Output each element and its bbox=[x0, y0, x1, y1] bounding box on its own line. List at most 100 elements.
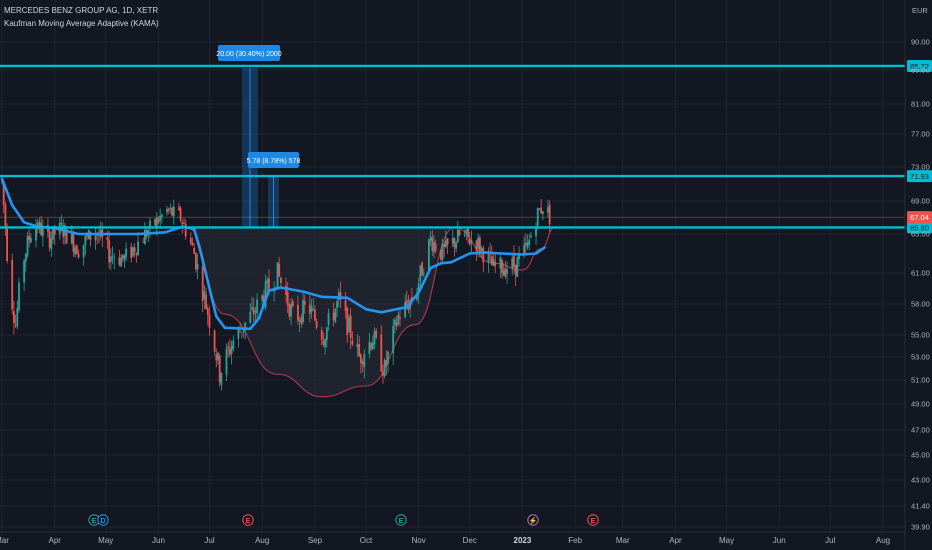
price-axis[interactable]: EUR 90.00 85.00 81.00 77.00 73.00 69.00 65.00 61… bbox=[904, 0, 930, 550]
price-tick-label: 77.00 bbox=[911, 130, 930, 139]
candle-body bbox=[513, 255, 515, 267]
candle-body bbox=[475, 240, 478, 252]
candle-body bbox=[290, 304, 293, 317]
candle-body bbox=[535, 227, 537, 237]
candle-body bbox=[315, 321, 318, 328]
candle-body bbox=[123, 255, 126, 261]
candle-body bbox=[349, 315, 352, 339]
candle-body bbox=[320, 329, 323, 340]
candle-body bbox=[479, 237, 481, 253]
candle-body bbox=[252, 308, 255, 315]
candle-body bbox=[227, 346, 230, 349]
candle-body bbox=[477, 237, 480, 249]
candle-body bbox=[77, 253, 80, 258]
candle-body bbox=[348, 317, 350, 333]
candle-body bbox=[201, 265, 204, 301]
candle-body bbox=[213, 330, 216, 352]
candle-body bbox=[371, 342, 374, 350]
candle-body bbox=[286, 292, 289, 306]
candle-body bbox=[399, 317, 401, 319]
candle-body bbox=[189, 237, 192, 244]
event-marker-circle bbox=[527, 514, 539, 526]
event-markers: E D E E ⚡ E bbox=[88, 514, 599, 526]
candle-body bbox=[251, 307, 253, 309]
measure-tools: 20.00 (30.40%) 2000 5.78 (8.78%) 578 bbox=[216, 45, 300, 227]
cup-outline bbox=[187, 226, 555, 398]
candle-body bbox=[523, 244, 526, 256]
candle-body bbox=[312, 309, 315, 310]
candle-body bbox=[434, 243, 437, 251]
candle-body bbox=[155, 217, 158, 227]
candle-body bbox=[370, 343, 372, 349]
candle-body bbox=[160, 214, 163, 217]
candle-body bbox=[387, 351, 389, 364]
measure-2-label: 5.78 (8.78%) 578 bbox=[247, 158, 301, 165]
candle-body bbox=[339, 291, 342, 300]
last-price-label: 67.04 bbox=[910, 213, 929, 222]
candle-body bbox=[30, 237, 32, 243]
candle-body bbox=[70, 233, 73, 244]
candle-body bbox=[244, 322, 247, 331]
last-price-tag-bg bbox=[907, 211, 932, 224]
candle-body bbox=[125, 248, 128, 258]
candle-body bbox=[268, 278, 270, 290]
candle-body bbox=[453, 238, 456, 248]
candle-body bbox=[327, 313, 330, 326]
candle-body bbox=[492, 258, 495, 266]
candle-body bbox=[254, 311, 257, 312]
candle-body bbox=[143, 229, 146, 245]
candle-body bbox=[514, 264, 517, 276]
candle-body bbox=[249, 311, 252, 323]
event-marker-icon: E bbox=[399, 518, 404, 525]
candle-body bbox=[232, 340, 235, 349]
candle-body bbox=[171, 207, 173, 216]
candle-body bbox=[266, 279, 269, 284]
candle-body bbox=[225, 348, 228, 375]
candle-body bbox=[14, 325, 17, 327]
candle-body bbox=[2, 181, 5, 205]
candle-body bbox=[445, 239, 447, 248]
level-tag-label: 65.80 bbox=[910, 223, 929, 232]
candle-body bbox=[548, 204, 551, 225]
time-tick-label: Oct bbox=[360, 536, 373, 545]
time-tick-label: 2023 bbox=[514, 536, 532, 545]
candle-body bbox=[263, 295, 265, 305]
time-tick-label: Mar bbox=[616, 536, 630, 545]
candle-body bbox=[547, 207, 549, 213]
event-marker-circle bbox=[97, 514, 109, 526]
candle-body bbox=[75, 245, 78, 255]
candle-body bbox=[40, 222, 43, 235]
candle-body bbox=[60, 222, 63, 225]
candle-body bbox=[142, 241, 145, 243]
candle-body bbox=[393, 319, 396, 325]
time-tick-label: Mar bbox=[0, 536, 9, 545]
candle-body bbox=[536, 207, 539, 226]
price-tick-label: 90.00 bbox=[911, 38, 930, 47]
candle-body bbox=[239, 331, 242, 332]
candle-body bbox=[297, 304, 299, 321]
event-marker-circle bbox=[587, 514, 599, 526]
candle-body bbox=[303, 301, 306, 305]
price-tick-label: 58.00 bbox=[911, 300, 930, 309]
candle-body bbox=[53, 225, 56, 235]
candle-body bbox=[220, 373, 223, 385]
time-axis[interactable]: Mar Apr May Jun Jul Aug Sep Oct Nov Dec 2023 Feb Mar… bbox=[0, 531, 905, 545]
candle-body bbox=[380, 334, 383, 372]
price-tick-label: 41.40 bbox=[911, 502, 930, 511]
candle-body bbox=[487, 253, 490, 263]
candle-body bbox=[336, 301, 338, 309]
time-tick-label: Dec bbox=[463, 536, 477, 545]
level-tag-label: 85.72 bbox=[910, 62, 929, 71]
indicator-label: Kaufman Moving Average Adaptive (KAMA) bbox=[4, 19, 159, 28]
candle-body bbox=[359, 354, 362, 364]
candle-body bbox=[242, 329, 245, 332]
time-tick-label: Apr bbox=[48, 536, 61, 545]
price-tick-label: 61.00 bbox=[911, 269, 930, 278]
candle-body bbox=[50, 238, 53, 250]
candle-body bbox=[433, 242, 435, 253]
time-tick-label: May bbox=[98, 536, 113, 545]
candle-body bbox=[72, 233, 75, 252]
candle-body bbox=[443, 243, 446, 247]
